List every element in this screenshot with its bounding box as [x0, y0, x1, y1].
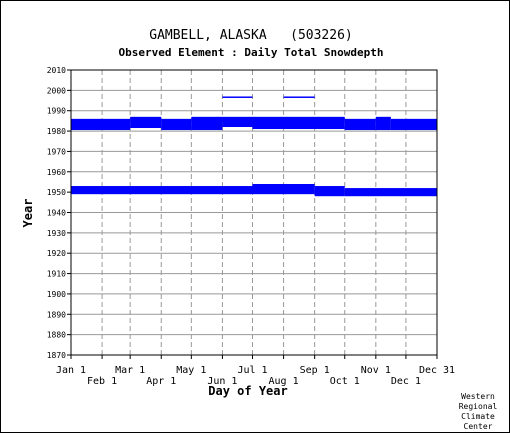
- y-tick-label: 1930: [47, 229, 66, 238]
- credit-line: Climate: [461, 412, 495, 421]
- x-tick-label: Sep 1: [300, 365, 330, 376]
- coverage-bar: [252, 184, 315, 195]
- credit-line: Regional: [459, 402, 498, 411]
- x-tick-label: May 1: [176, 365, 206, 376]
- x-tick-label: Jun 1: [207, 376, 237, 387]
- y-tick-label: 1880: [47, 331, 66, 340]
- x-axis-label: Day of Year: [208, 384, 287, 398]
- y-tick-label: 1910: [47, 270, 66, 279]
- x-tick-label: Dec 31: [419, 365, 455, 376]
- y-tick-label: 2000: [47, 86, 66, 95]
- chart-title: GAMBELL, ALASKA (503226): [149, 28, 353, 43]
- x-tick-label: Mar 1: [115, 365, 145, 376]
- x-tick-label: Jul 1: [237, 365, 267, 376]
- x-tick-label: Dec 1: [391, 376, 421, 387]
- coverage-bar: [222, 96, 253, 98]
- credit-line: Center: [464, 422, 493, 431]
- y-axis-label: Year: [21, 199, 35, 228]
- x-tick-label: Feb 1: [87, 376, 117, 387]
- coverage-bar: [314, 186, 345, 197]
- y-tick-label: 1950: [47, 188, 66, 197]
- y-tick-label: 1900: [47, 290, 66, 299]
- coverage-bar: [130, 116, 162, 129]
- x-tick-label: Jan 1: [56, 365, 86, 376]
- x-tick-label: Apr 1: [146, 376, 176, 387]
- y-tick-label: 1980: [47, 127, 66, 136]
- y-tick-label: 1890: [47, 310, 66, 319]
- y-tick-label: 1960: [47, 168, 66, 177]
- credit-line: Western: [461, 392, 495, 401]
- wrcc-credit: Western Regional Climate Center: [459, 392, 498, 431]
- y-tick-label: 1870: [47, 351, 66, 360]
- x-tick-label: Aug 1: [269, 376, 299, 387]
- x-tick-label: Oct 1: [330, 376, 360, 387]
- chart-subtitle: Observed Element : Daily Total Snowdepth: [119, 46, 384, 59]
- coverage-bar: [161, 118, 192, 131]
- coverage-bar: [191, 116, 223, 131]
- coverage-bar: [344, 118, 376, 131]
- y-tick-label: 1940: [47, 209, 66, 218]
- coverage-bar: [252, 116, 345, 130]
- coverage-bar: [375, 116, 391, 131]
- y-tick-label: 1970: [47, 147, 66, 156]
- y-tick-label: 2010: [47, 66, 66, 75]
- coverage-bar: [71, 118, 131, 131]
- y-tick-label: 1990: [47, 107, 66, 116]
- coverage-bar: [344, 188, 437, 197]
- coverage-bar: [283, 96, 315, 98]
- grid-lines: [71, 70, 437, 355]
- y-tick-label: 1920: [47, 249, 66, 258]
- coverage-bar: [71, 186, 253, 195]
- data-bars: [71, 96, 437, 197]
- y-axis-ticks: 1870 1880 1890 1900 1910 1920 1930 1940 1950 1960…: [47, 66, 71, 360]
- coverage-bar: [222, 116, 253, 127]
- x-tick-label: Nov 1: [361, 365, 391, 376]
- coverage-bar: [390, 118, 437, 131]
